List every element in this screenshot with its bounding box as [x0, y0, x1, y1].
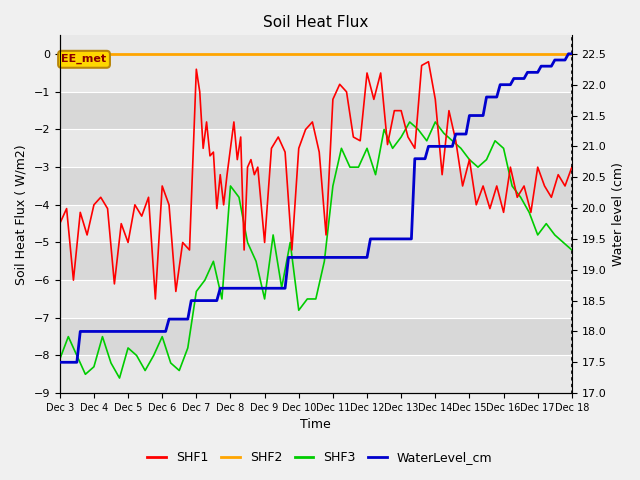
Text: EE_met: EE_met: [61, 54, 107, 64]
Bar: [60, 280, 572, 318]
Bar: [60, 318, 572, 356]
Legend: SHF1, SHF2, SHF3, WaterLevel_cm: SHF1, SHF2, SHF3, WaterLevel_cm: [142, 446, 498, 469]
Bar: [60, 54, 572, 92]
X-axis label: Time: Time: [300, 419, 331, 432]
Bar: [60, 242, 572, 280]
Title: Soil Heat Flux: Soil Heat Flux: [263, 15, 369, 30]
Bar: [60, 167, 572, 205]
Y-axis label: Soil Heat Flux ( W/m2): Soil Heat Flux ( W/m2): [15, 144, 28, 285]
Bar: [60, 356, 572, 393]
Bar: [60, 205, 572, 242]
Y-axis label: Water level (cm): Water level (cm): [612, 162, 625, 266]
Bar: [60, 130, 572, 167]
Bar: [60, 92, 572, 130]
